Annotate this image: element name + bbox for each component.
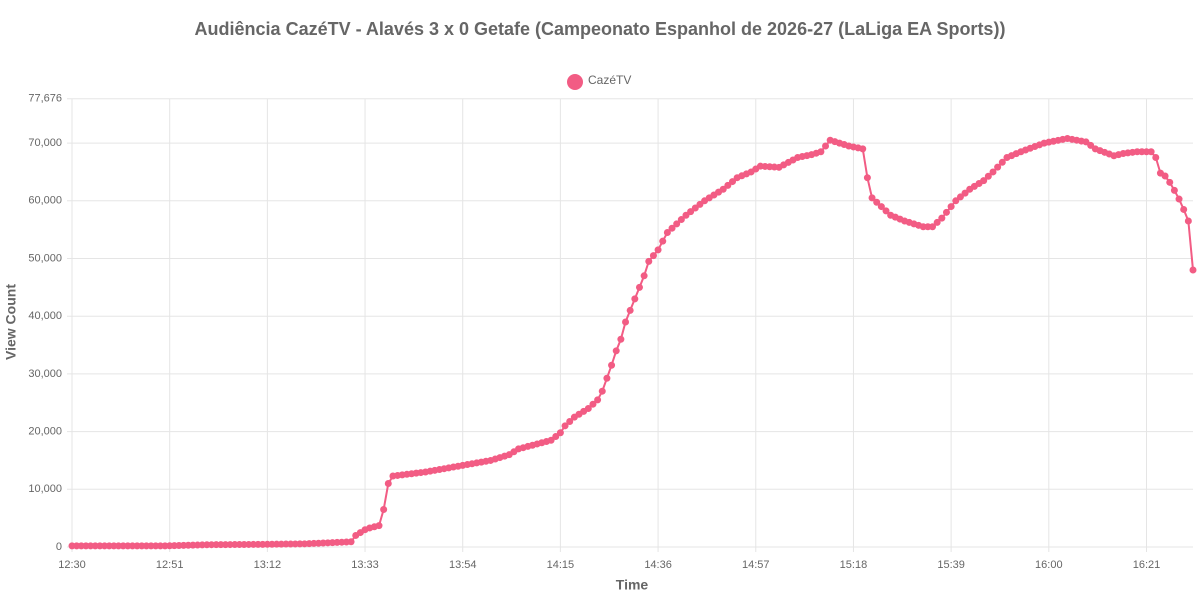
point bbox=[673, 220, 681, 228]
point bbox=[640, 272, 648, 280]
x-tick-label: 14:57 bbox=[742, 559, 770, 571]
point bbox=[724, 181, 732, 189]
point bbox=[947, 203, 955, 211]
point bbox=[645, 257, 653, 265]
point bbox=[933, 218, 941, 226]
x-tick-label: 16:00 bbox=[1035, 559, 1063, 571]
point bbox=[663, 229, 671, 237]
point bbox=[729, 178, 737, 186]
point bbox=[942, 208, 950, 216]
point bbox=[635, 283, 643, 291]
point bbox=[877, 203, 885, 211]
point bbox=[929, 223, 937, 231]
x-tick-label: 13:33 bbox=[351, 559, 379, 571]
point bbox=[622, 318, 630, 326]
point bbox=[677, 216, 685, 224]
y-tick-label: 40,000 bbox=[28, 310, 62, 322]
point bbox=[1147, 148, 1155, 156]
point bbox=[1166, 178, 1174, 186]
point bbox=[882, 207, 890, 215]
x-axis-title: Time bbox=[616, 577, 649, 593]
x-tick-label: 14:36 bbox=[644, 559, 672, 571]
point bbox=[980, 177, 988, 185]
point bbox=[952, 197, 960, 205]
point bbox=[654, 246, 662, 254]
point bbox=[873, 198, 881, 206]
point bbox=[1184, 217, 1192, 225]
y-tick-label: 10,000 bbox=[28, 483, 62, 495]
x-tick-label: 16:21 bbox=[1133, 559, 1161, 571]
point bbox=[594, 396, 602, 404]
point bbox=[1161, 172, 1169, 180]
point bbox=[961, 189, 969, 197]
x-tick-label: 15:39 bbox=[937, 559, 965, 571]
y-tick-label: 77,676 bbox=[28, 93, 62, 105]
point bbox=[380, 505, 388, 513]
y-tick-label: 70,000 bbox=[28, 137, 62, 149]
point bbox=[631, 295, 639, 303]
point bbox=[868, 194, 876, 202]
point bbox=[617, 335, 625, 343]
y-tick-label: 20,000 bbox=[28, 426, 62, 438]
point bbox=[822, 142, 830, 150]
point bbox=[817, 148, 825, 156]
point bbox=[566, 417, 574, 425]
point bbox=[552, 433, 560, 441]
point bbox=[668, 224, 676, 232]
point bbox=[859, 145, 867, 153]
point bbox=[584, 405, 592, 413]
point bbox=[598, 387, 606, 395]
point bbox=[547, 436, 555, 444]
point bbox=[1170, 186, 1178, 194]
point bbox=[1152, 154, 1160, 162]
line bbox=[72, 137, 1194, 547]
point bbox=[375, 522, 383, 530]
legend-label: CazéTV bbox=[588, 73, 631, 87]
point bbox=[998, 158, 1006, 166]
y-tick-label: 60,000 bbox=[28, 195, 62, 207]
y-tick-label: 0 bbox=[56, 541, 62, 553]
point bbox=[994, 163, 1002, 171]
point bbox=[556, 429, 564, 437]
point bbox=[649, 252, 657, 260]
point bbox=[956, 193, 964, 201]
legend-marker bbox=[567, 74, 583, 90]
point bbox=[984, 172, 992, 180]
x-tick-label: 13:12 bbox=[254, 559, 282, 571]
point bbox=[612, 347, 620, 355]
point bbox=[1175, 195, 1183, 203]
point bbox=[626, 306, 634, 314]
x-tick-label: 15:18 bbox=[840, 559, 868, 571]
y-tick-label: 30,000 bbox=[28, 368, 62, 380]
point bbox=[603, 374, 611, 382]
chart-title: Audiência CazéTV - Alavés 3 x 0 Getafe (… bbox=[195, 19, 1006, 39]
x-tick-label: 12:51 bbox=[156, 559, 184, 571]
y-tick-label: 50,000 bbox=[28, 252, 62, 264]
point bbox=[1180, 205, 1188, 213]
x-tick-label: 12:30 bbox=[58, 559, 86, 571]
point bbox=[659, 237, 667, 245]
point bbox=[863, 174, 871, 182]
point bbox=[1189, 266, 1197, 274]
point bbox=[589, 400, 597, 408]
x-tick-label: 14:15 bbox=[547, 559, 575, 571]
point bbox=[561, 422, 569, 430]
point bbox=[938, 214, 946, 222]
x-tick-label: 13:54 bbox=[449, 559, 477, 571]
point bbox=[608, 361, 616, 369]
y-axis-title: View Count bbox=[3, 284, 19, 360]
point bbox=[347, 538, 355, 546]
point bbox=[719, 185, 727, 193]
point bbox=[989, 168, 997, 176]
point bbox=[384, 480, 392, 488]
